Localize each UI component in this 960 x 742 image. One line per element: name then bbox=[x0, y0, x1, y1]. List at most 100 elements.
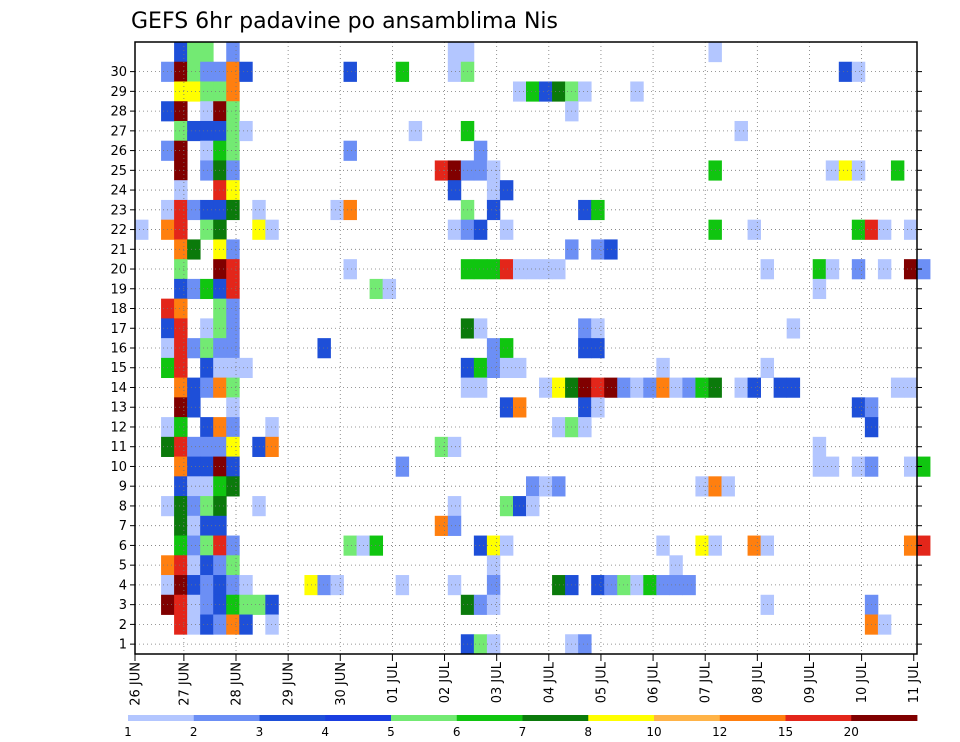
heatmap-cell bbox=[239, 120, 253, 142]
heatmap-cell bbox=[447, 575, 462, 596]
colorbar-swatch bbox=[259, 715, 326, 721]
heatmap-cell bbox=[200, 160, 214, 181]
heatmap-cell bbox=[890, 377, 905, 398]
heatmap-cell bbox=[486, 180, 501, 201]
y-tick-label: 11 bbox=[110, 440, 127, 455]
colorbar-label: 15 bbox=[778, 725, 793, 739]
x-tick-label: 04 JUL bbox=[542, 661, 557, 703]
y-tick-label: 1 bbox=[119, 638, 127, 653]
colorbar-swatch bbox=[851, 715, 918, 721]
colorbar-label: 2 bbox=[190, 725, 198, 739]
heatmap-cell bbox=[226, 318, 240, 339]
heatmap-cell bbox=[499, 397, 514, 418]
colorbar: 1 2 3 4 5 6 7 8 10 12 15 20 bbox=[124, 715, 918, 739]
heatmap-cell bbox=[330, 575, 344, 596]
y-tick-label: 26 bbox=[110, 144, 127, 159]
heatmap-cell bbox=[786, 318, 801, 339]
heatmap-cell bbox=[499, 535, 514, 556]
heatmap-cell bbox=[473, 160, 488, 181]
heatmap-cell bbox=[200, 42, 214, 63]
heatmap-cell bbox=[187, 555, 201, 576]
heatmap-cell bbox=[473, 219, 488, 240]
heatmap-cell bbox=[226, 42, 240, 63]
heatmap-cell bbox=[174, 298, 188, 319]
y-tick-label: 14 bbox=[110, 381, 127, 396]
heatmap-cell bbox=[682, 377, 696, 398]
x-tick-label: 09 JUL bbox=[803, 661, 818, 703]
heatmap-cell bbox=[226, 456, 240, 477]
heatmap-cell bbox=[486, 199, 501, 221]
colorbar-label: 1 bbox=[124, 725, 132, 739]
heatmap-cell bbox=[174, 239, 188, 260]
heatmap-cell bbox=[174, 614, 188, 635]
heatmap-cell bbox=[591, 575, 605, 596]
heatmap-cell bbox=[903, 535, 918, 556]
y-tick-label: 29 bbox=[110, 85, 127, 100]
colorbar-label: 6 bbox=[453, 725, 461, 739]
y-tick-label: 10 bbox=[110, 460, 127, 475]
x-tick-label: 11 JUL bbox=[907, 661, 922, 703]
heatmap-cell bbox=[226, 594, 240, 615]
heatmap-cell bbox=[486, 259, 501, 280]
heatmap-cell bbox=[591, 338, 605, 359]
heatmap-cell bbox=[174, 417, 188, 438]
heatmap-cell bbox=[578, 338, 592, 359]
heatmap-cell bbox=[187, 239, 201, 260]
y-tick-label: 9 bbox=[119, 480, 127, 495]
heatmap-cell bbox=[226, 120, 240, 142]
colorbar-label: 12 bbox=[712, 725, 727, 739]
heatmap-cell bbox=[174, 259, 188, 280]
y-tick-label: 21 bbox=[110, 243, 127, 258]
heatmap-cell bbox=[486, 634, 501, 655]
heatmap-cell bbox=[187, 61, 201, 82]
heatmap-cell bbox=[825, 160, 840, 181]
heatmap-cell bbox=[903, 219, 918, 240]
heatmap-cell bbox=[382, 278, 397, 300]
heatmap-cell bbox=[226, 101, 240, 122]
heatmap-cell bbox=[786, 377, 801, 398]
heatmap-cell bbox=[447, 180, 462, 201]
y-tick-label: 23 bbox=[110, 203, 127, 218]
heatmap-cell bbox=[643, 575, 657, 596]
y-tick-label: 19 bbox=[110, 282, 127, 297]
heatmap-cell bbox=[187, 614, 201, 635]
heatmap-cell bbox=[187, 81, 201, 102]
x-tick-label: 10 JUL bbox=[855, 661, 870, 703]
y-tick-label: 4 bbox=[119, 578, 127, 593]
heatmap-cell bbox=[174, 140, 188, 161]
colorbar-label: 3 bbox=[256, 725, 264, 739]
heatmap-cell bbox=[226, 575, 240, 596]
heatmap-cell bbox=[343, 140, 357, 161]
y-tick-label: 6 bbox=[119, 539, 127, 554]
heatmap-cell bbox=[174, 160, 188, 181]
heatmap-cell bbox=[226, 199, 240, 221]
heatmap-cell bbox=[825, 259, 840, 280]
heatmap-cell bbox=[682, 575, 696, 596]
x-tick-label: 26 JUN bbox=[129, 662, 144, 706]
heatmap-cell bbox=[604, 239, 618, 260]
heatmap-cell bbox=[187, 535, 201, 556]
colorbar-label: 7 bbox=[519, 725, 527, 739]
heatmap-cell bbox=[187, 496, 201, 517]
heatmap-cell bbox=[174, 456, 188, 477]
heatmap-cell bbox=[434, 160, 449, 181]
heatmap-cell bbox=[135, 219, 149, 240]
heatmap-cell bbox=[447, 160, 462, 181]
heatmap-cell bbox=[226, 259, 240, 280]
heatmap-cell bbox=[200, 515, 214, 536]
heatmap-cell bbox=[174, 377, 188, 398]
heatmap-cell bbox=[604, 575, 618, 596]
heatmap-cell bbox=[917, 535, 931, 556]
heatmap-cell bbox=[591, 397, 605, 418]
heatmap-cell bbox=[174, 318, 188, 339]
heatmap-cell bbox=[604, 377, 618, 398]
heatmap-cell bbox=[552, 575, 566, 596]
x-tick-label: 29 JUN bbox=[282, 662, 297, 706]
heatmap-cell bbox=[578, 318, 592, 339]
heatmap-cell bbox=[226, 357, 240, 379]
heatmap-cell bbox=[174, 436, 188, 457]
heatmap-cell bbox=[200, 377, 214, 398]
y-tick-label: 22 bbox=[110, 223, 127, 238]
heatmap-cell bbox=[473, 634, 488, 655]
colorbar-label: 10 bbox=[646, 725, 661, 739]
